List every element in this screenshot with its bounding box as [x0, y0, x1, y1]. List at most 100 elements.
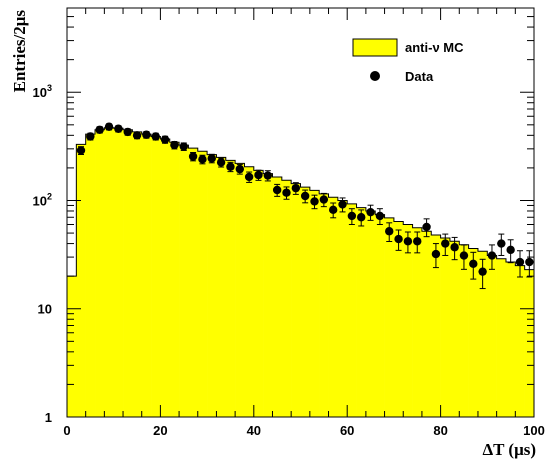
x-tick-label: 100	[523, 423, 545, 438]
data-point	[151, 132, 160, 141]
mc-bin	[515, 265, 525, 417]
legend-mc-swatch	[352, 38, 398, 57]
data-point	[272, 183, 282, 197]
data-point	[347, 208, 357, 226]
mc-bin	[393, 221, 404, 417]
data-point	[291, 182, 301, 195]
data-point	[366, 204, 375, 221]
data-point	[244, 171, 254, 183]
data-point	[235, 164, 244, 175]
data-point	[385, 222, 394, 242]
mc-bin	[263, 173, 273, 417]
data-point	[450, 236, 459, 261]
mc-bin	[496, 258, 507, 417]
data-point	[441, 233, 450, 256]
mc-bin	[384, 217, 395, 417]
mc-bin	[123, 129, 133, 418]
mc-bin	[235, 163, 245, 417]
data-point	[338, 197, 347, 213]
data-point	[263, 170, 273, 182]
data-point	[188, 151, 198, 162]
mc-bin	[244, 166, 255, 417]
data-point	[95, 125, 104, 134]
x-tick-label: 20	[153, 423, 167, 438]
data-point	[506, 239, 515, 264]
data-point	[254, 169, 263, 181]
mc-bin	[375, 214, 385, 417]
mc-bin	[347, 203, 357, 417]
data-point	[413, 231, 422, 254]
mc-bin	[169, 142, 180, 417]
mc-bin	[487, 255, 497, 417]
y-tick-label: 103	[33, 83, 52, 100]
data-point	[300, 189, 310, 204]
mc-bin	[403, 224, 413, 417]
data-point	[310, 194, 319, 210]
data-points	[76, 122, 534, 290]
mc-bin	[356, 207, 367, 417]
data-point	[198, 154, 207, 165]
mc-bin	[141, 134, 152, 417]
y-tick-label: 1	[45, 410, 52, 425]
mc-bin	[337, 200, 348, 417]
mc-histogram	[66, 127, 535, 418]
data-point	[170, 140, 179, 150]
data-point	[487, 244, 497, 270]
mc-bin	[431, 234, 441, 417]
mc-bin	[188, 148, 199, 418]
mc-bin	[328, 197, 339, 417]
data-point	[207, 153, 216, 164]
mc-bin	[151, 136, 161, 417]
mc-bin	[132, 131, 143, 417]
mc-bin	[85, 134, 96, 417]
data-point	[459, 244, 469, 270]
mc-bin	[449, 241, 460, 417]
data-point	[114, 124, 123, 133]
mc-bin	[67, 276, 77, 417]
y-tick-label: 10	[38, 302, 52, 317]
data-point	[357, 209, 366, 227]
mc-bin	[225, 160, 236, 418]
mc-bin	[319, 193, 329, 417]
data-point	[282, 186, 291, 200]
data-point	[422, 218, 431, 238]
axis-ticks	[66, 7, 535, 418]
mc-bin	[524, 269, 535, 417]
data-point	[123, 127, 132, 137]
y-tick-label: 102	[33, 191, 52, 208]
data-point	[76, 146, 86, 156]
x-tick-label: 0	[63, 423, 70, 438]
mc-bin	[309, 190, 320, 417]
legend-data-marker	[370, 71, 380, 81]
mc-bin	[76, 144, 86, 417]
data-point	[328, 202, 338, 219]
data-point	[515, 250, 525, 278]
data-point	[132, 131, 142, 140]
mc-bin	[291, 183, 301, 417]
mc-bin	[421, 231, 432, 417]
tick-labels: 0 20 40 60 80 100 1 10 102 103	[33, 83, 545, 438]
legend-mc-label: anti-ν MC	[405, 40, 464, 55]
mc-bin	[440, 238, 451, 417]
mc-bin	[179, 145, 189, 418]
mc-bin	[272, 176, 283, 417]
data-point	[497, 233, 506, 256]
mc-bin	[505, 262, 516, 417]
y-axis-label: Entries/2μs	[10, 10, 29, 93]
mc-bin	[104, 127, 114, 417]
mc-bin	[300, 187, 311, 417]
data-point	[394, 229, 403, 251]
x-tick-label: 80	[433, 423, 447, 438]
mc-bin	[197, 151, 208, 417]
mc-outline	[66, 127, 534, 417]
mc-bin	[113, 128, 124, 417]
mc-bin	[412, 227, 423, 417]
data-point	[179, 142, 188, 151]
mc-bin	[468, 248, 479, 417]
mc-bin	[216, 157, 227, 417]
data-point	[403, 231, 413, 254]
x-axis-label: ΔT (μs)	[482, 440, 536, 459]
x-tick-label: 40	[247, 423, 261, 438]
data-point	[104, 122, 114, 131]
legend-data-label: Data	[405, 69, 434, 84]
